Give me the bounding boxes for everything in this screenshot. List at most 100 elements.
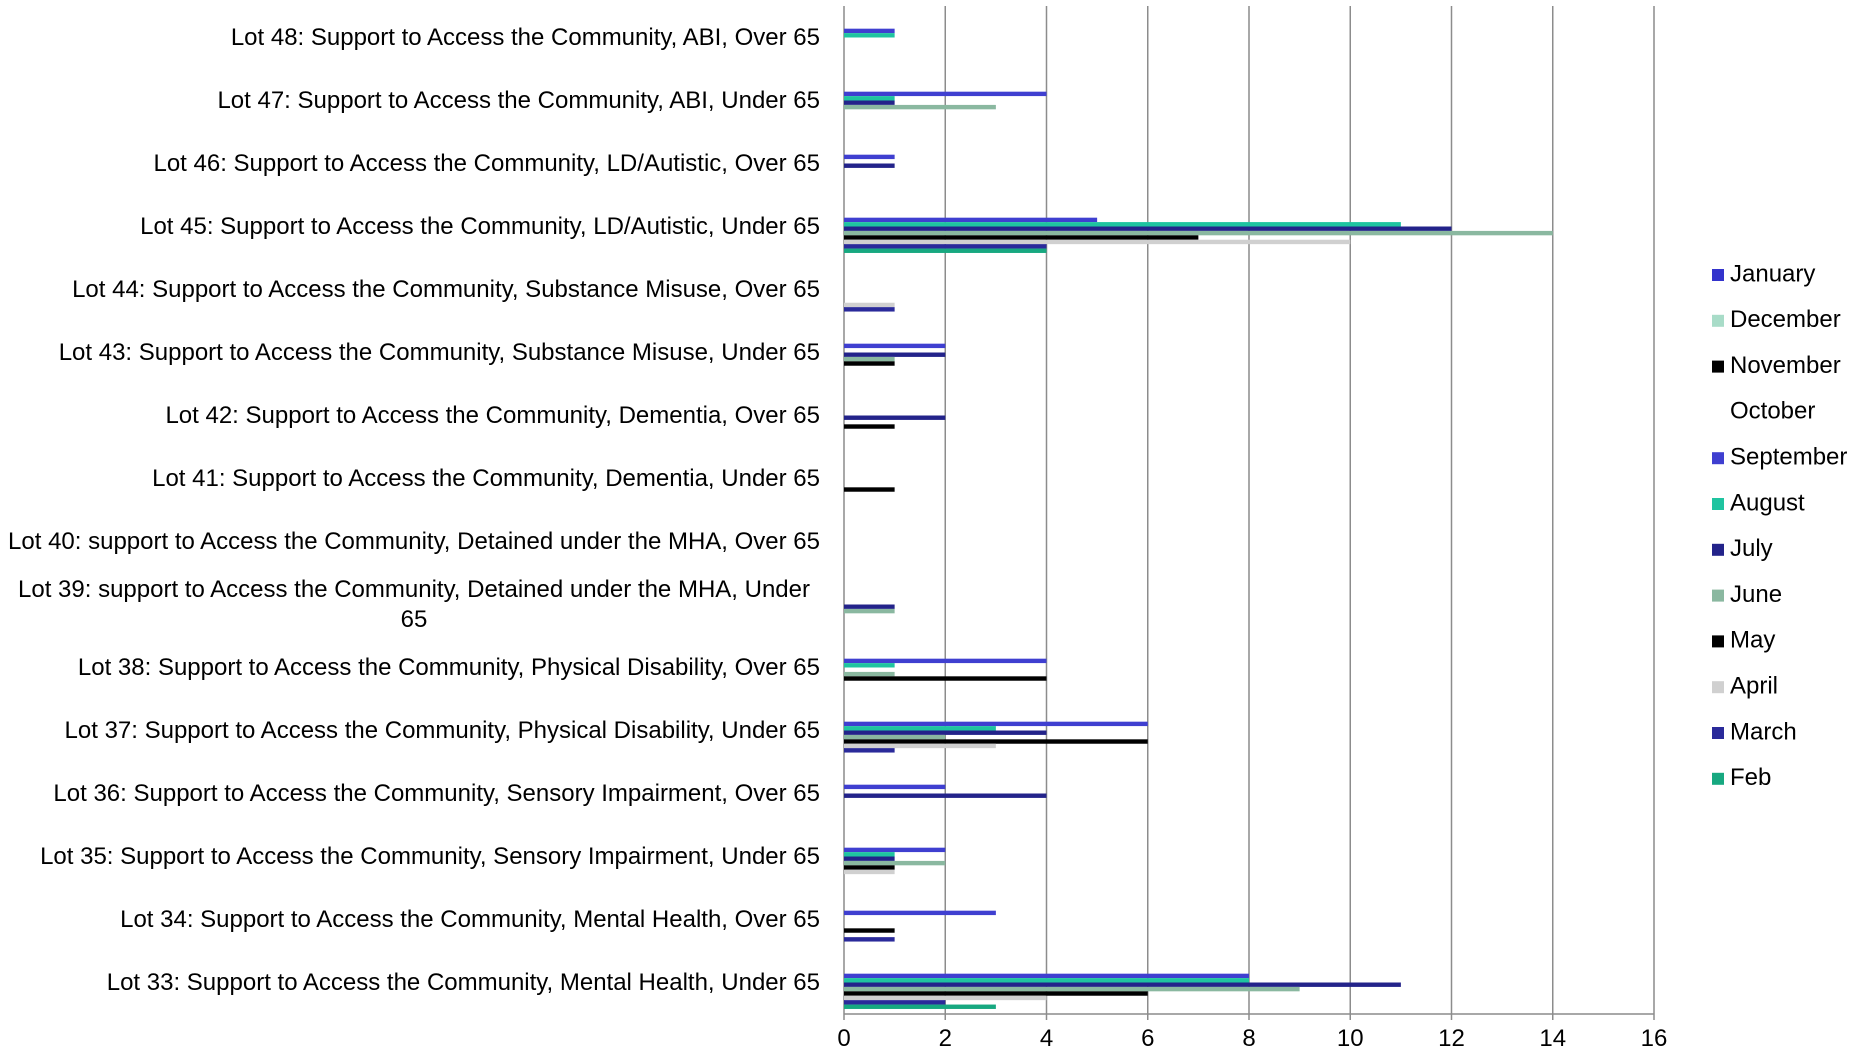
legend-label: July	[1730, 535, 1773, 562]
x-tick-label: 6	[1141, 1025, 1154, 1052]
y-tick-label: Lot 41: Support to Access the Community,…	[8, 444, 820, 514]
legend-swatch	[1712, 406, 1724, 419]
bar	[844, 739, 1148, 744]
bar	[844, 658, 1047, 664]
legend-label: November	[1730, 352, 1841, 379]
legend-label: Feb	[1730, 764, 1771, 791]
bar	[844, 244, 1047, 249]
bar	[844, 721, 1148, 727]
y-tick-label: Lot 42: Support to Access the Community,…	[8, 381, 820, 451]
bar	[844, 856, 895, 861]
x-tick-label: 14	[1539, 1025, 1566, 1052]
y-tick-label: Lot 47: Support to Access the Community,…	[8, 66, 820, 136]
legend-swatch	[1712, 635, 1724, 648]
bar	[844, 730, 1047, 735]
legend-swatch	[1712, 314, 1724, 327]
category-text: Lot 47: Support to Access the Community,…	[217, 86, 820, 114]
y-tick-label: Lot 34: Support to Access the Community,…	[8, 885, 820, 955]
bar	[844, 239, 1351, 245]
category-text: Lot 35: Support to Access the Community,…	[40, 842, 820, 870]
y-tick-label: Lot 35: Support to Access the Community,…	[8, 822, 820, 892]
legend-label: January	[1730, 260, 1815, 287]
category-text: Lot 43: Support to Access the Community,…	[58, 338, 820, 366]
bar	[844, 748, 895, 753]
category-text: Lot 33: Support to Access the Community,…	[106, 968, 820, 996]
y-tick-label: Lot 44: Support to Access the Community,…	[8, 255, 820, 325]
y-tick-label: Lot 36: Support to Access the Community,…	[8, 759, 820, 829]
legend-label: October	[1730, 398, 1815, 425]
legend-label: May	[1730, 627, 1775, 654]
bar	[844, 154, 895, 160]
legend-swatch	[1712, 498, 1724, 510]
bar	[844, 28, 895, 34]
bar	[844, 226, 1452, 231]
bar	[844, 1004, 996, 1009]
bar	[844, 784, 946, 790]
bar	[844, 676, 1047, 681]
legend-label: June	[1730, 581, 1782, 608]
bar	[844, 163, 895, 168]
bar	[844, 415, 946, 420]
legend-swatch	[1712, 269, 1724, 281]
bar	[844, 307, 895, 312]
bar	[844, 663, 895, 668]
y-tick-label: Lot 38: Support to Access the Community,…	[8, 633, 820, 703]
legend-label: April	[1730, 673, 1778, 700]
bar	[844, 743, 996, 749]
category-text: Lot 42: Support to Access the Community,…	[165, 401, 820, 429]
bar	[844, 726, 996, 731]
bar	[844, 104, 996, 110]
legend-swatch	[1712, 452, 1724, 465]
bar	[844, 928, 895, 933]
x-tick-label: 0	[837, 1025, 850, 1052]
category-text: Lot 48: Support to Access the Community,…	[230, 23, 820, 51]
x-tick-label: 8	[1242, 1025, 1255, 1052]
category-text: Lot 46: Support to Access the Community,…	[153, 149, 820, 177]
bar	[844, 222, 1401, 227]
bar	[844, 734, 946, 740]
bar	[844, 973, 1249, 979]
bar	[844, 96, 895, 101]
category-text: Lot 41: Support to Access the Community,…	[152, 464, 820, 492]
y-tick-label: Lot 33: Support to Access the Community,…	[8, 948, 820, 1018]
bar	[844, 793, 1047, 798]
bar	[844, 424, 895, 429]
bar	[844, 978, 1249, 983]
legend-label: August	[1730, 489, 1805, 516]
bar	[844, 248, 1047, 253]
legend-swatch	[1712, 772, 1724, 785]
bar	[844, 302, 895, 308]
x-tick-label: 4	[1040, 1025, 1053, 1052]
bar	[844, 91, 1047, 97]
bar	[844, 847, 946, 853]
x-tick-label: 12	[1438, 1025, 1465, 1052]
legend-swatch	[1712, 360, 1724, 373]
bar	[844, 230, 1553, 236]
bar	[844, 860, 946, 866]
bar	[844, 100, 895, 105]
bar	[844, 852, 895, 857]
x-tick-label: 2	[939, 1025, 952, 1052]
category-text: Lot 34: Support to Access the Community,…	[120, 905, 820, 933]
bar	[844, 995, 1047, 1001]
bar	[844, 671, 895, 677]
legend-swatch	[1712, 589, 1724, 602]
bar	[844, 33, 895, 38]
y-tick-label: Lot 40: support to Access the Community,…	[8, 507, 820, 577]
category-text: Lot 45: Support to Access the Community,…	[140, 212, 820, 240]
y-tick-label: Lot 37: Support to Access the Community,…	[8, 696, 820, 766]
bar	[844, 1000, 946, 1005]
bar	[844, 352, 946, 357]
bar	[844, 991, 1148, 996]
bar	[844, 604, 895, 609]
y-tick-label: Lot 45: Support to Access the Community,…	[8, 192, 820, 262]
bar	[844, 869, 895, 875]
y-tick-label: Lot 46: Support to Access the Community,…	[8, 129, 820, 199]
x-tick-label: 16	[1641, 1025, 1668, 1052]
category-text: Lot 37: Support to Access the Community,…	[64, 716, 820, 744]
category-text: Lot 44: Support to Access the Community,…	[72, 275, 820, 303]
bar	[844, 910, 996, 916]
legend-swatch	[1712, 727, 1724, 739]
